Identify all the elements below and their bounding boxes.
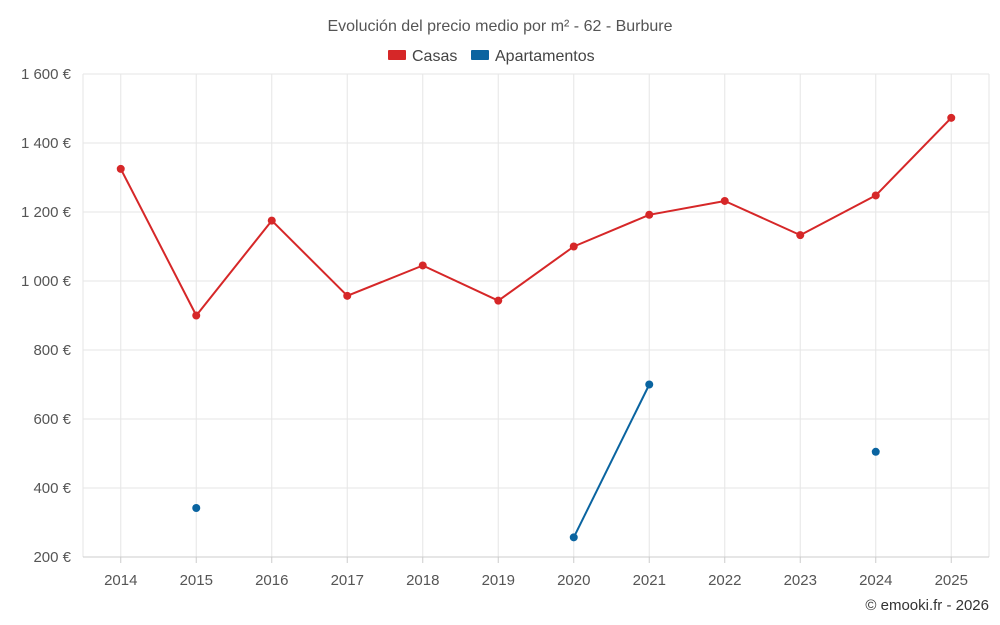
- data-point-apartamentos[interactable]: [192, 504, 201, 513]
- series-casas: [116, 113, 956, 320]
- data-point-casas[interactable]: [494, 296, 503, 305]
- series-line-apartamentos: [572, 384, 651, 538]
- x-tick-label: 2025: [935, 572, 968, 589]
- grid: [82, 73, 990, 557]
- x-tick-label: 2019: [482, 572, 515, 589]
- x-tick-label: 2020: [557, 572, 590, 589]
- y-tick-label: 800 €: [33, 342, 71, 359]
- data-point-casas[interactable]: [947, 113, 956, 122]
- data-point-casas[interactable]: [116, 164, 125, 173]
- x-tick-label: 2021: [633, 572, 666, 589]
- data-point-apartamentos[interactable]: [645, 380, 654, 389]
- x-tick-label: 2017: [331, 572, 364, 589]
- data-point-casas[interactable]: [192, 311, 201, 320]
- chart-title: Evolución del precio medio por m² - 62 -…: [327, 18, 672, 35]
- data-point-casas[interactable]: [343, 291, 352, 300]
- series-apartamentos: [192, 380, 880, 542]
- credit-text: © emooki.fr - 2026: [865, 597, 989, 614]
- x-tick-label: 2023: [784, 572, 817, 589]
- x-tick-label: 2024: [859, 572, 892, 589]
- y-tick-label: 1 200 €: [21, 204, 72, 221]
- y-tick-label: 600 €: [33, 411, 71, 428]
- data-point-casas[interactable]: [796, 231, 805, 240]
- legend-swatch-casas[interactable]: [388, 50, 406, 60]
- data-point-casas[interactable]: [569, 242, 578, 251]
- data-point-apartamentos[interactable]: [569, 533, 578, 542]
- data-point-apartamentos[interactable]: [871, 447, 880, 456]
- series-line-casas: [119, 117, 953, 317]
- axes: 200 € 400 € 600 € 800 € 1 000 € 1 200 € 1 400 …: [21, 66, 989, 589]
- x-tick-label: 2015: [180, 572, 213, 589]
- series: [116, 113, 956, 542]
- legend-swatch-apartamentos[interactable]: [471, 50, 489, 60]
- data-point-casas[interactable]: [267, 216, 276, 225]
- legend-label-casas[interactable]: Casas: [412, 48, 457, 65]
- x-tick-label: 2014: [104, 572, 137, 589]
- y-tick-label: 1 400 €: [21, 135, 72, 152]
- x-tick-label: 2016: [255, 572, 288, 589]
- legend: Casas Apartamentos: [388, 48, 595, 65]
- legend-label-apartamentos[interactable]: Apartamentos: [495, 48, 595, 65]
- y-tick-label: 1 000 €: [21, 273, 72, 290]
- data-point-casas[interactable]: [645, 210, 654, 219]
- data-point-casas[interactable]: [871, 191, 880, 200]
- y-tick-label: 1 600 €: [21, 66, 72, 83]
- x-tick-label: 2018: [406, 572, 439, 589]
- data-point-casas[interactable]: [418, 261, 427, 270]
- data-point-casas[interactable]: [720, 196, 729, 205]
- y-tick-label: 400 €: [33, 480, 71, 497]
- x-tick-label: 2022: [708, 572, 741, 589]
- y-tick-label: 200 €: [33, 549, 71, 566]
